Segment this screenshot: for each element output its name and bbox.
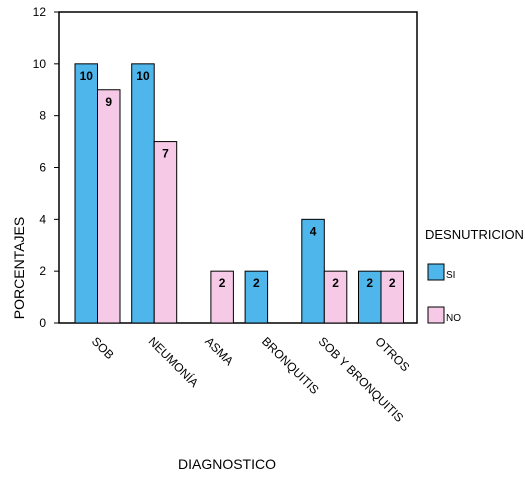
x-tick-label: SOB <box>89 334 117 362</box>
data-label: 2 <box>219 276 226 290</box>
x-tick-label: OTROS <box>372 334 412 374</box>
y-tick-label: 12 <box>33 5 47 19</box>
legend-swatch-si <box>427 263 445 281</box>
x-axis-title: DIAGNOSTICO <box>178 456 276 472</box>
data-label: 10 <box>80 69 94 83</box>
y-tick-label: 10 <box>33 57 47 71</box>
x-tick-label: NEUMONÍA <box>146 334 202 390</box>
x-tick-label: BRONQUITIS <box>259 334 322 397</box>
data-label: 2 <box>253 276 260 290</box>
legend-title: DESNUTRICION <box>425 227 524 242</box>
y-tick-label: 0 <box>39 316 46 330</box>
data-label: 9 <box>105 95 112 109</box>
bar-si <box>131 63 155 324</box>
x-tick-label: ASMA <box>202 334 236 368</box>
bar-no <box>323 270 348 324</box>
data-label: 7 <box>162 147 169 161</box>
bars: 10 9 10 7 2 2 4 2 2 2 <box>74 63 404 324</box>
data-label: 10 <box>136 69 150 83</box>
bar-no <box>210 270 234 324</box>
bar-si <box>74 63 98 324</box>
legend: DESNUTRICION SI NO <box>425 227 524 324</box>
bar-si <box>244 270 269 324</box>
legend-label-si: SI <box>446 270 455 281</box>
bar-no <box>97 89 121 324</box>
legend-swatch-no <box>427 306 445 324</box>
bar-no <box>380 270 404 324</box>
bar-no <box>153 141 178 324</box>
data-label: 4 <box>310 224 317 238</box>
legend-label-no: NO <box>446 313 461 324</box>
y-tick-label: 8 <box>39 109 46 123</box>
data-label: 2 <box>389 276 396 290</box>
y-axis-ticks: 0 2 4 6 8 10 12 <box>33 5 59 330</box>
y-tick-label: 6 <box>39 161 46 175</box>
data-label: 2 <box>366 276 373 290</box>
y-axis-title: PORCENTAJES <box>11 217 27 319</box>
y-tick-label: 4 <box>39 212 46 226</box>
data-label: 2 <box>332 276 339 290</box>
y-tick-label: 2 <box>39 264 46 278</box>
